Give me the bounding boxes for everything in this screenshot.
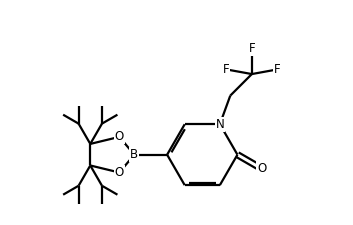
Text: O: O [257,162,267,175]
Text: F: F [249,42,255,55]
Text: B: B [130,148,138,161]
Text: O: O [115,130,124,143]
Text: F: F [223,63,229,76]
Text: N: N [215,118,224,131]
Text: O: O [115,166,124,179]
Text: F: F [274,63,281,76]
